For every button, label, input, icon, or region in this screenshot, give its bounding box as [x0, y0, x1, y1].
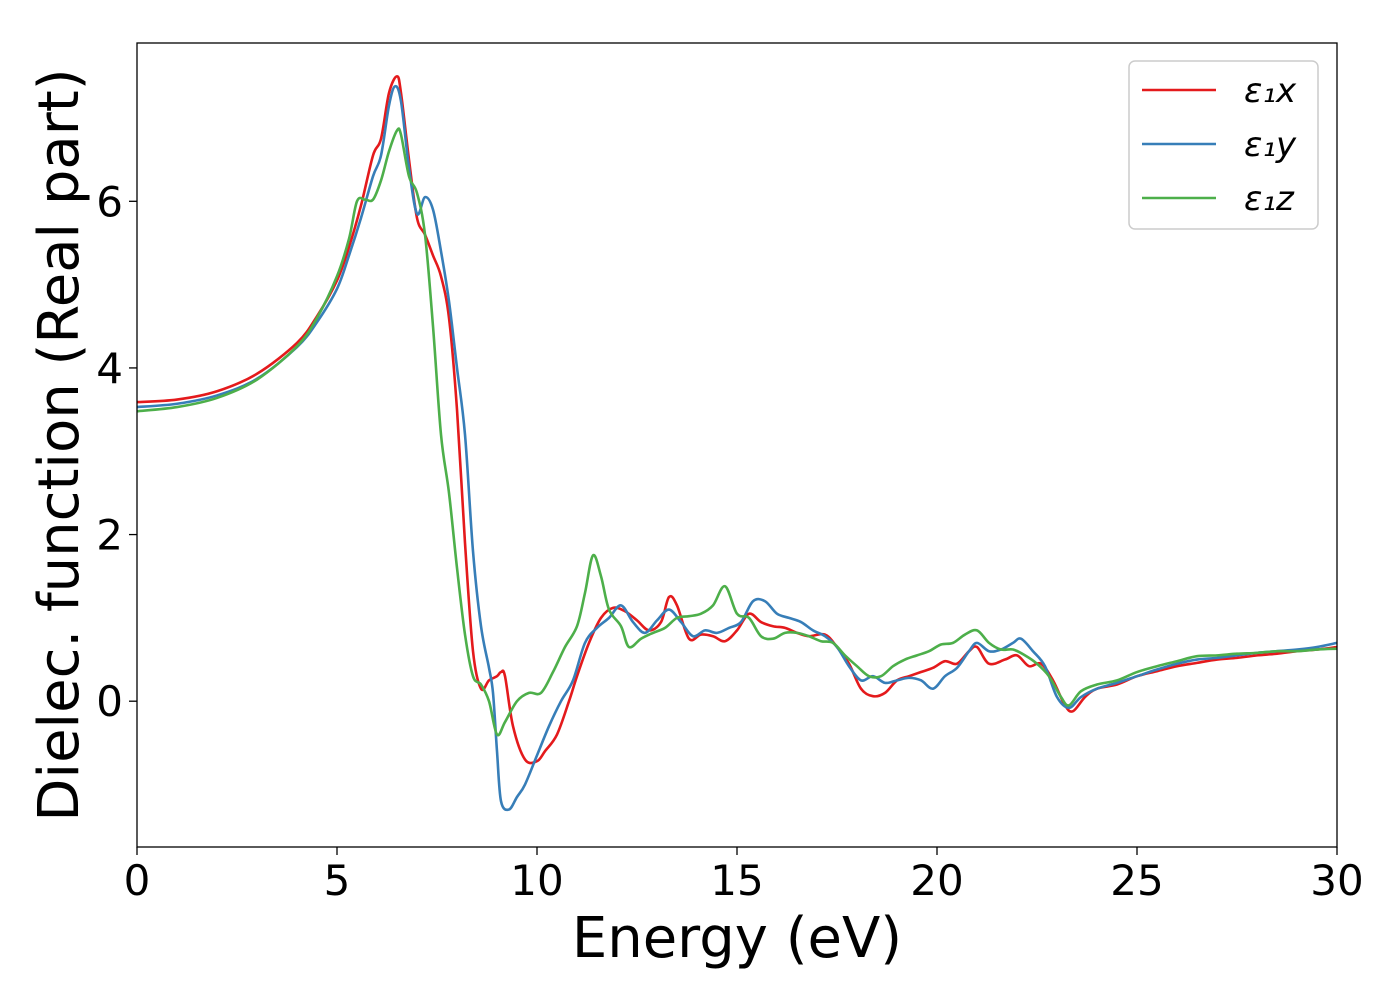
legend-box — [1128, 60, 1319, 230]
legend-label-3: ε₁z — [1244, 179, 1295, 219]
x-tick-label: 10 — [510, 856, 563, 905]
x-axis-ticks: 0 5 10 15 20 25 30 — [124, 847, 1364, 905]
y-tick-label: 4 — [96, 344, 123, 393]
legend-label-1: ε₁x — [1244, 71, 1297, 111]
y-axis-ticks: 0 2 4 6 — [96, 177, 137, 726]
y-tick-label: 6 — [96, 177, 123, 226]
x-axis-label: Energy (eV) — [572, 906, 902, 971]
y-tick-label: 2 — [96, 511, 123, 560]
x-tick-label: 15 — [710, 856, 763, 905]
y-tick-label: 0 — [96, 677, 123, 726]
x-tick-label: 0 — [124, 856, 151, 905]
series-layer — [136, 75, 1338, 812]
x-tick-label: 30 — [1310, 856, 1363, 905]
x-tick-label: 5 — [324, 856, 351, 905]
y-axis-label: Dielec. function (Real part) — [27, 68, 92, 821]
x-tick-label: 25 — [1110, 856, 1163, 905]
series-line-3 — [136, 127, 1338, 737]
series-line-2 — [136, 84, 1338, 812]
legend-label-2: ε₁y — [1244, 125, 1297, 165]
legend: ε₁x ε₁y ε₁z — [1128, 60, 1319, 230]
x-tick-label: 20 — [910, 856, 963, 905]
